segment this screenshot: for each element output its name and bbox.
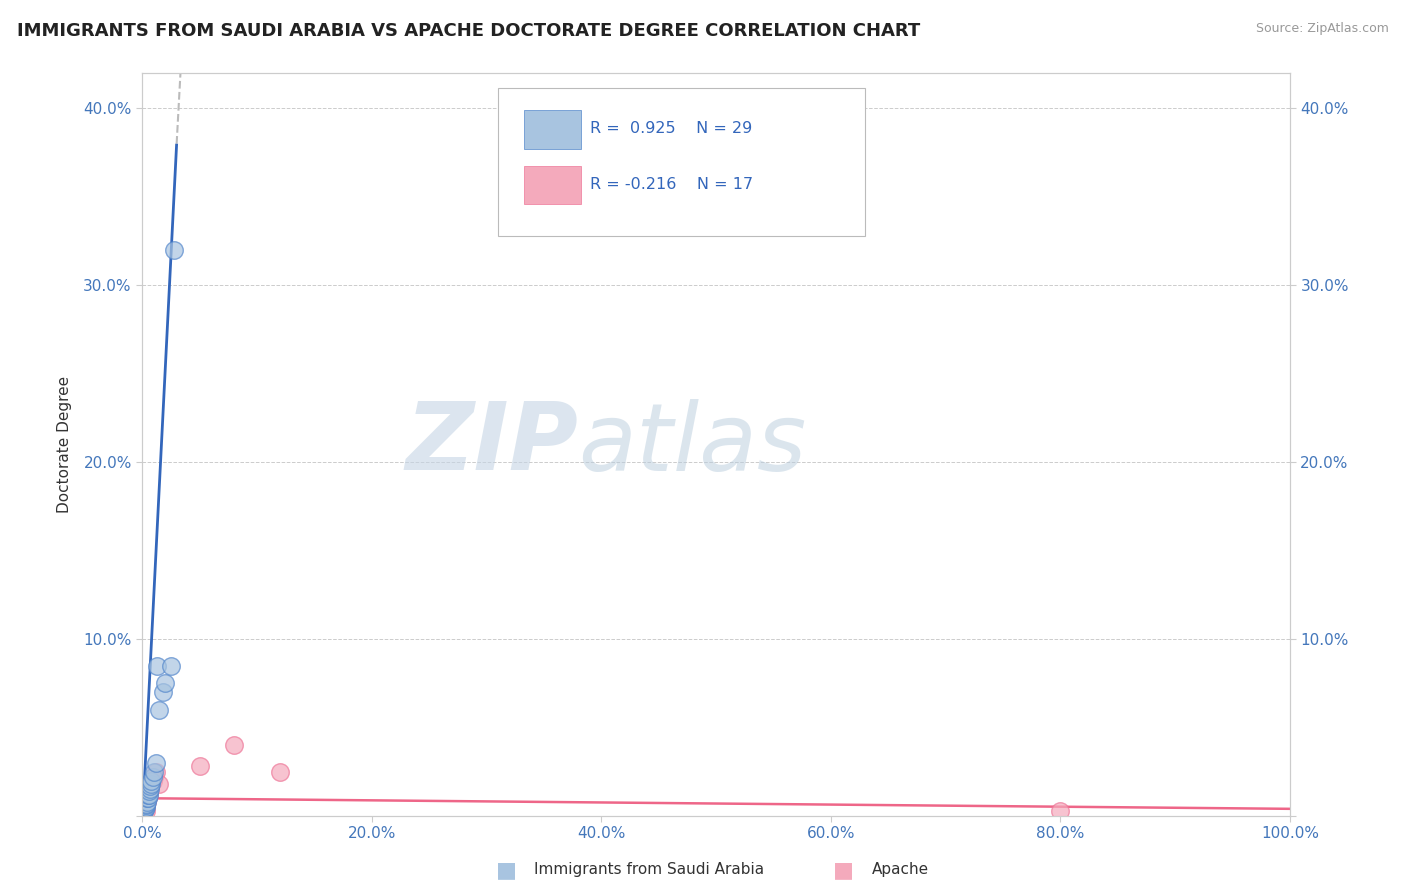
Point: [146, 658, 169, 673]
Text: atlas: atlas: [578, 399, 807, 490]
Point: [139, 779, 162, 793]
Point: [135, 791, 157, 805]
Point: [136, 788, 159, 802]
Point: [142, 764, 165, 779]
Point: [136, 791, 159, 805]
FancyBboxPatch shape: [524, 110, 581, 149]
Point: [135, 804, 157, 818]
Text: IMMIGRANTS FROM SAUDI ARABIA VS APACHE DOCTORATE DEGREE CORRELATION CHART: IMMIGRANTS FROM SAUDI ARABIA VS APACHE D…: [17, 22, 920, 40]
Text: Immigrants from Saudi Arabia: Immigrants from Saudi Arabia: [534, 863, 765, 877]
Point: [135, 800, 157, 814]
Point: [132, 804, 155, 818]
Point: [135, 800, 157, 814]
Point: [141, 770, 163, 784]
Point: [141, 777, 163, 791]
Point: [145, 756, 167, 770]
Point: [134, 800, 156, 814]
Text: ■: ■: [834, 860, 853, 880]
Point: [135, 795, 157, 809]
Point: [1049, 804, 1071, 818]
Point: [188, 759, 211, 773]
Text: ■: ■: [496, 860, 516, 880]
Point: [132, 802, 155, 816]
Point: [134, 802, 156, 816]
Point: [139, 782, 162, 797]
Point: [148, 777, 170, 791]
Point: [135, 795, 157, 809]
Point: [160, 658, 183, 673]
Point: [148, 703, 170, 717]
FancyBboxPatch shape: [524, 166, 581, 204]
Point: [139, 782, 162, 797]
Point: [141, 777, 163, 791]
Point: [134, 798, 156, 813]
Point: [132, 802, 155, 816]
Point: [138, 788, 160, 802]
Text: Source: ZipAtlas.com: Source: ZipAtlas.com: [1256, 22, 1389, 36]
Point: [145, 764, 167, 779]
Point: [138, 788, 160, 802]
FancyBboxPatch shape: [498, 87, 865, 236]
Text: R = -0.216    N = 17: R = -0.216 N = 17: [589, 177, 754, 192]
Point: [136, 791, 159, 805]
Point: [134, 798, 156, 813]
Point: [152, 685, 174, 699]
Point: [132, 805, 155, 820]
Point: [153, 676, 176, 690]
Point: [138, 784, 160, 798]
Point: [141, 773, 163, 788]
Point: [132, 804, 155, 818]
Text: R =  0.925    N = 29: R = 0.925 N = 29: [589, 121, 752, 136]
Point: [135, 798, 157, 813]
Point: [141, 773, 163, 788]
Text: Apache: Apache: [872, 863, 929, 877]
Point: [269, 764, 291, 779]
Point: [163, 243, 186, 257]
Point: [135, 797, 157, 811]
Y-axis label: Doctorate Degree: Doctorate Degree: [58, 376, 72, 513]
Point: [222, 738, 245, 752]
Text: ZIP: ZIP: [405, 399, 578, 491]
Point: [142, 770, 165, 784]
